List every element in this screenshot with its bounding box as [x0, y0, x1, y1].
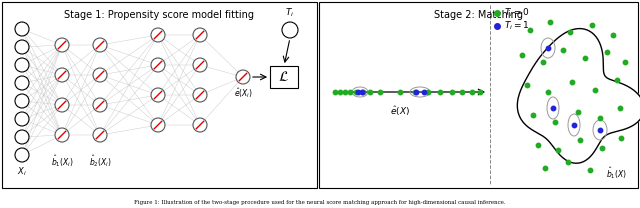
- Circle shape: [55, 98, 69, 112]
- Text: $T_i$: $T_i$: [285, 6, 294, 19]
- Bar: [2, 2, 317, 188]
- Circle shape: [93, 68, 107, 82]
- Circle shape: [193, 58, 207, 72]
- Circle shape: [151, 58, 165, 72]
- Circle shape: [236, 70, 250, 84]
- Text: $\mathcal{L}$: $\mathcal{L}$: [278, 70, 289, 84]
- Circle shape: [151, 88, 165, 102]
- Circle shape: [15, 130, 29, 144]
- Circle shape: [15, 94, 29, 108]
- Bar: [270, 66, 298, 88]
- Text: $\hat{e}(X)$: $\hat{e}(X)$: [390, 104, 410, 118]
- Circle shape: [193, 88, 207, 102]
- Circle shape: [93, 128, 107, 142]
- Circle shape: [151, 28, 165, 42]
- Circle shape: [55, 38, 69, 52]
- Circle shape: [282, 22, 298, 38]
- Circle shape: [15, 76, 29, 90]
- Circle shape: [15, 40, 29, 54]
- Circle shape: [55, 68, 69, 82]
- Circle shape: [55, 128, 69, 142]
- Circle shape: [151, 118, 165, 132]
- Text: $\hat{b}_1(X)$: $\hat{b}_1(X)$: [607, 165, 628, 181]
- Polygon shape: [517, 28, 640, 163]
- Text: $T_i = 0$: $T_i = 0$: [504, 7, 530, 19]
- Circle shape: [15, 112, 29, 126]
- Circle shape: [93, 38, 107, 52]
- Circle shape: [93, 98, 107, 112]
- Circle shape: [193, 28, 207, 42]
- Text: $\hat{e}(X_i)$: $\hat{e}(X_i)$: [234, 86, 253, 100]
- Circle shape: [15, 22, 29, 36]
- Text: $\hat{b}_1(X_i)$: $\hat{b}_1(X_i)$: [51, 153, 74, 169]
- Circle shape: [15, 58, 29, 72]
- Text: $T_i = 1$: $T_i = 1$: [504, 20, 529, 32]
- Text: Figure 1: Illustration of the two-stage procedure used for the neural score matc: Figure 1: Illustration of the two-stage …: [134, 200, 506, 205]
- Text: Stage 2: Matching: Stage 2: Matching: [433, 10, 522, 20]
- Text: $X_i$: $X_i$: [17, 165, 27, 177]
- Text: Stage 1: Propensity score model fitting: Stage 1: Propensity score model fitting: [64, 10, 254, 20]
- Circle shape: [193, 118, 207, 132]
- Circle shape: [15, 148, 29, 162]
- Text: $\hat{b}_2(X_i)$: $\hat{b}_2(X_i)$: [88, 153, 111, 169]
- Bar: [319, 2, 638, 188]
